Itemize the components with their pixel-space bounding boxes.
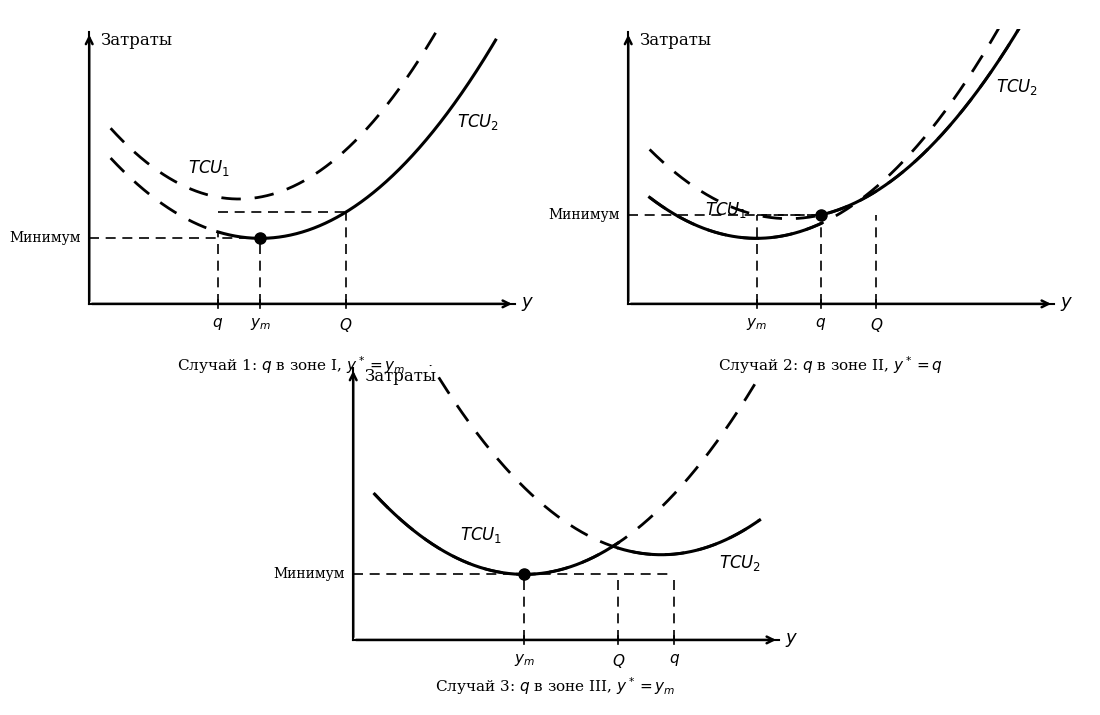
Text: $TCU_1$: $TCU_1$ — [188, 158, 230, 178]
Text: $TCU_1$: $TCU_1$ — [460, 525, 503, 545]
Text: $TCU_2$: $TCU_2$ — [719, 553, 761, 573]
Text: $Q$: $Q$ — [612, 652, 625, 670]
Text: $y$: $y$ — [785, 631, 799, 649]
Text: $y$: $y$ — [1060, 295, 1074, 313]
Text: Минимум: Минимум — [548, 208, 619, 222]
Text: $q$: $q$ — [212, 316, 223, 332]
Text: $TCU_2$: $TCU_2$ — [997, 77, 1038, 97]
Text: Минимум: Минимум — [273, 568, 344, 581]
Text: $y_m$: $y_m$ — [514, 652, 535, 668]
Text: Затраты: Затраты — [639, 32, 711, 49]
Text: Случай 2: $q$ в зоне II, $y^* = q$: Случай 2: $q$ в зоне II, $y^* = q$ — [718, 354, 943, 375]
Text: Затраты: Затраты — [100, 32, 172, 49]
Text: $Q$: $Q$ — [870, 316, 883, 334]
Text: $y_m$: $y_m$ — [250, 316, 271, 332]
Text: $y$: $y$ — [521, 295, 535, 313]
Text: $q$: $q$ — [669, 652, 680, 668]
Text: Случай 1: $q$ в зоне I, $y^* = y_m$: Случай 1: $q$ в зоне I, $y^* = y_m$ — [177, 354, 406, 375]
Text: Минимум: Минимум — [9, 232, 80, 245]
Text: $y_m$: $y_m$ — [746, 316, 767, 332]
Text: $q$: $q$ — [815, 316, 826, 332]
Text: $TCU_2$: $TCU_2$ — [458, 112, 499, 132]
Text: $TCU_1$: $TCU_1$ — [705, 200, 748, 220]
Text: Затраты: Затраты — [364, 368, 436, 385]
Text: Случай 3: $q$ в зоне III, $y^* = y_m$: Случай 3: $q$ в зоне III, $y^* = y_m$ — [436, 676, 675, 697]
Text: $Q$: $Q$ — [339, 316, 353, 334]
